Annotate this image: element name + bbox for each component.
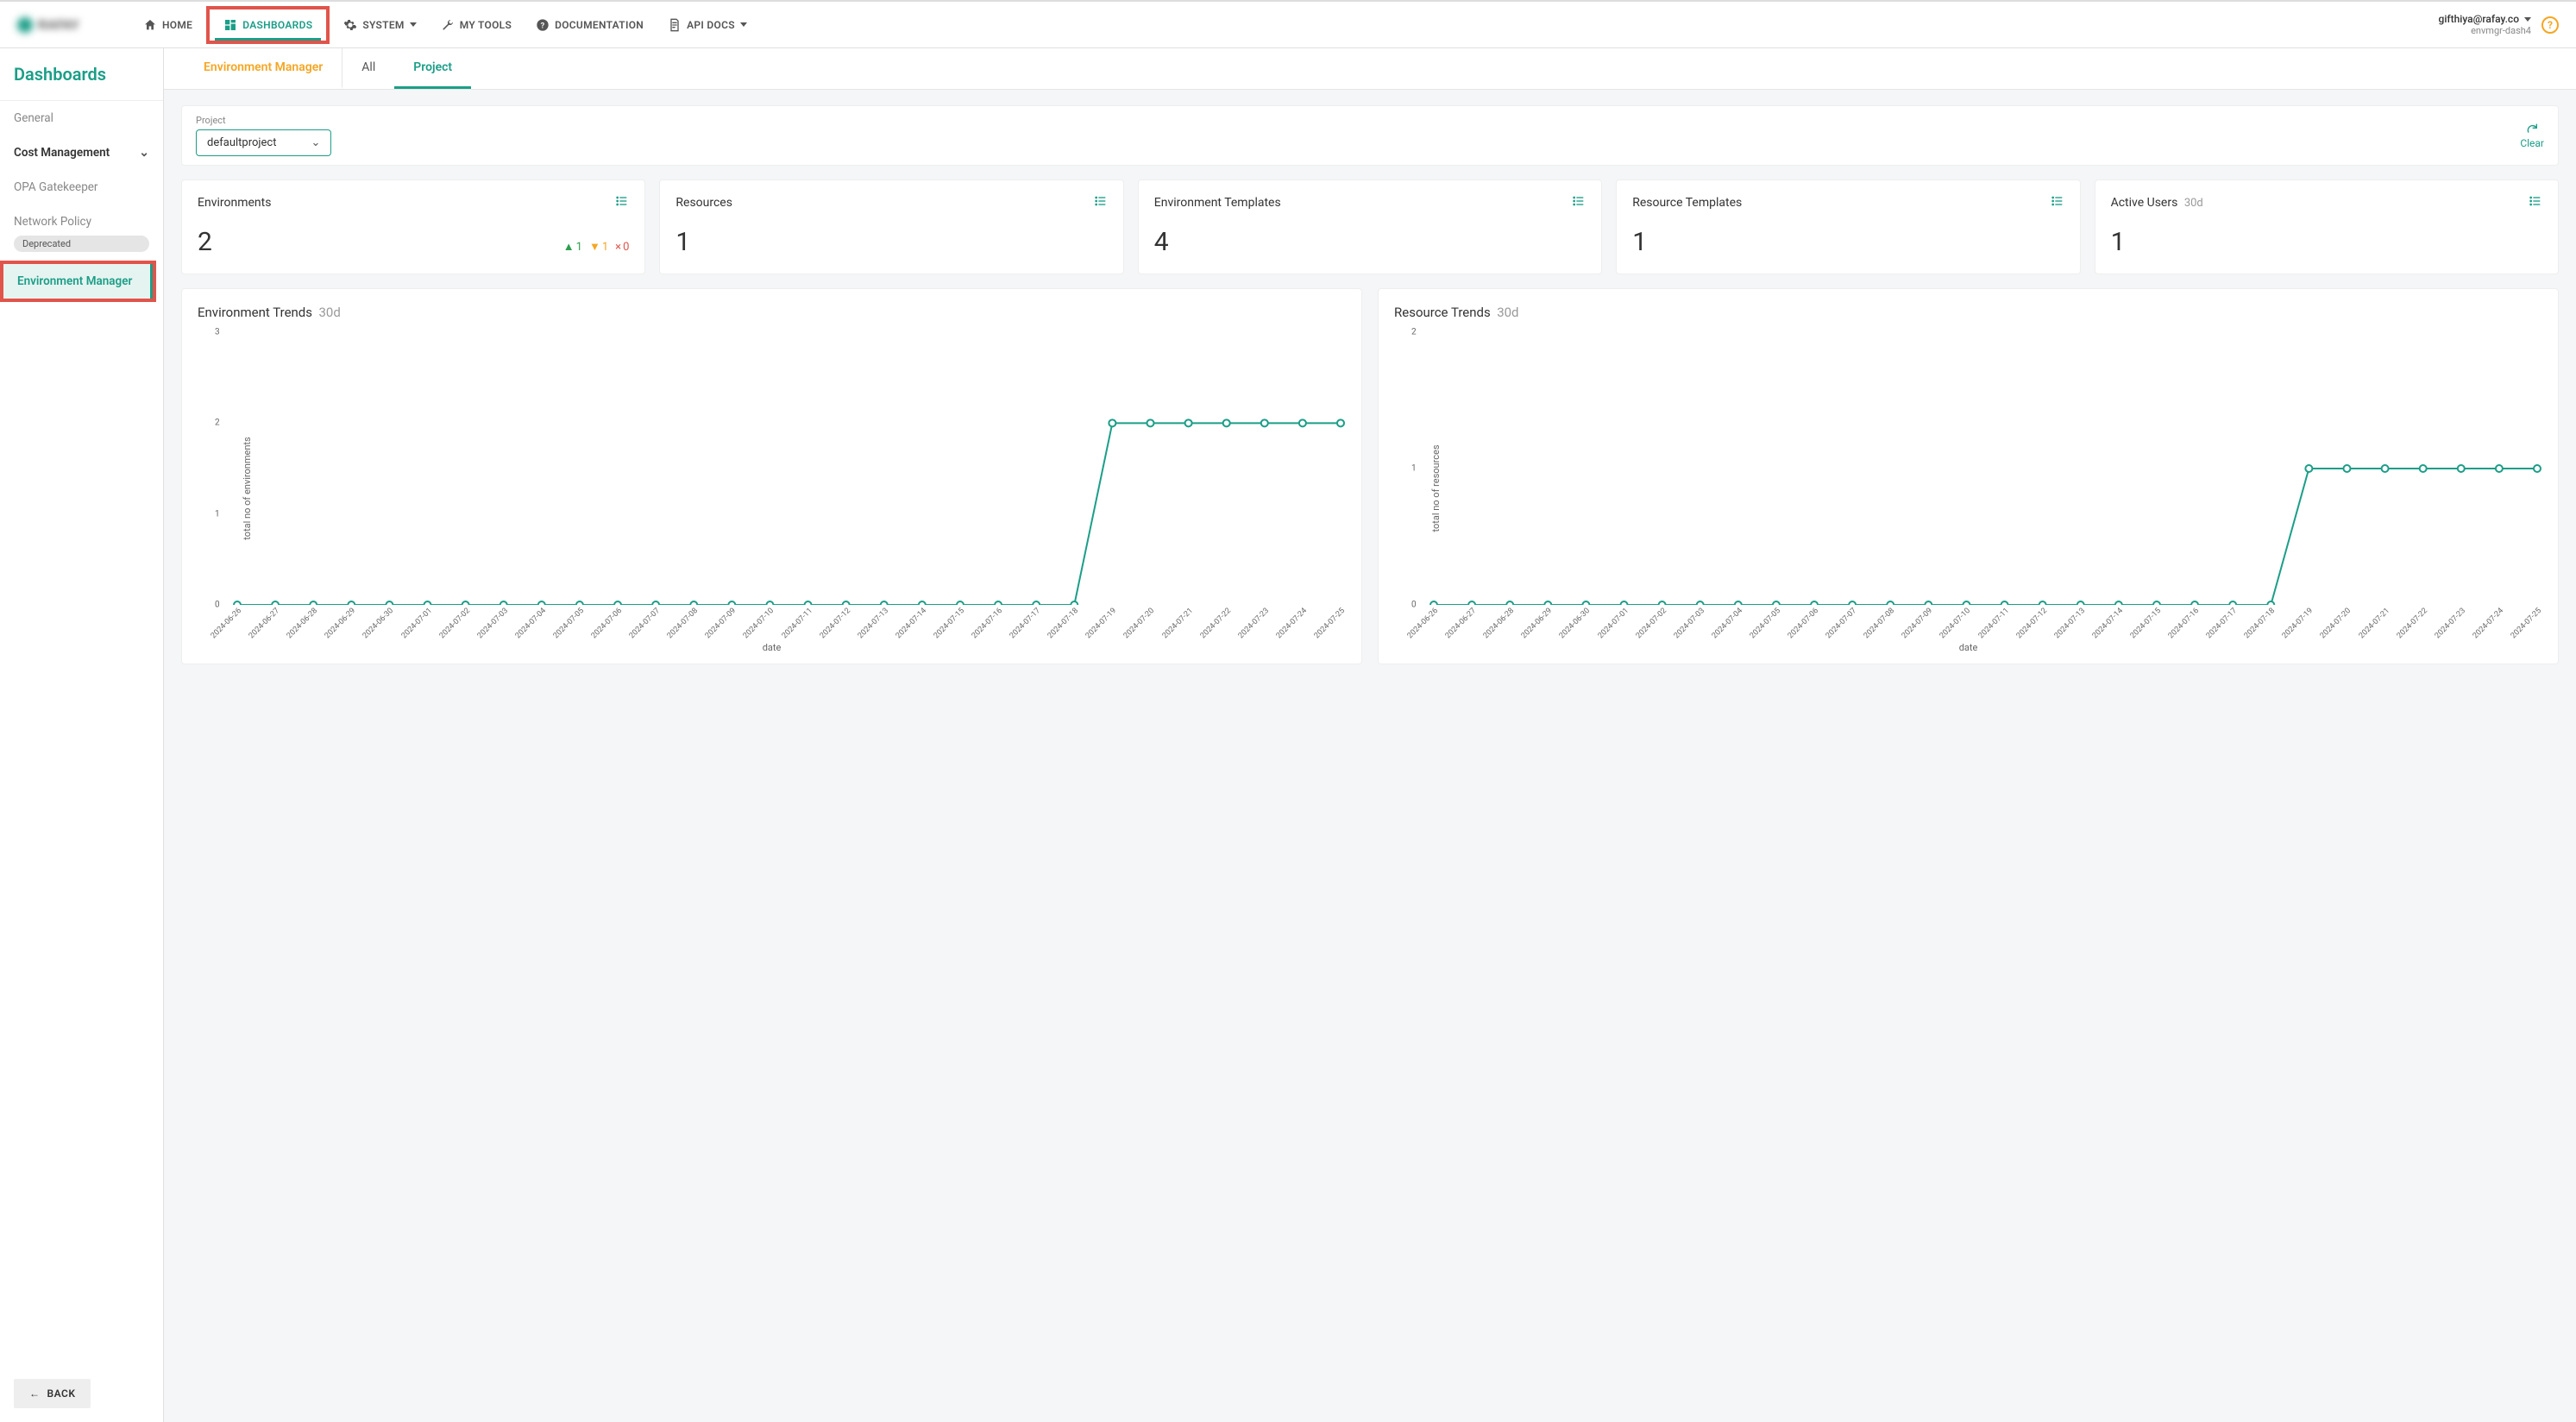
card-value: 4 [1154, 227, 1169, 257]
wrench-icon [441, 18, 455, 32]
nav-documentation-label: DOCUMENTATION [555, 19, 644, 31]
list-icon[interactable] [1572, 194, 1586, 211]
gear-icon [343, 18, 357, 32]
chart-environment-trends: Environment Trends 30d total no of envir… [181, 288, 1362, 664]
chart-resource-trends: Resource Trends 30d total no of resource… [1378, 288, 2559, 664]
x-axis-label: date [1959, 642, 1978, 653]
sidebar-item-opa[interactable]: OPA Gatekeeper [0, 170, 163, 204]
filter-bar: Project defaultproject ⌄ Clear [181, 105, 2559, 166]
clear-button[interactable]: Clear [2520, 122, 2544, 149]
nav-system-label: SYSTEM [362, 19, 404, 31]
list-icon[interactable] [2529, 194, 2542, 211]
sidebar-item-network[interactable]: Network Policy [0, 204, 163, 230]
top-nav-bar: RAFAY HOME DASHBOARDS SYSTEM MY TOOLS ? … [0, 0, 2576, 48]
chevron-down-icon: ⌄ [139, 146, 149, 160]
x-axis-label: date [763, 642, 782, 653]
list-icon[interactable] [2051, 194, 2064, 211]
main-tabs: Environment Manager All Project [164, 48, 2576, 90]
list-icon[interactable] [615, 194, 629, 211]
home-icon [143, 18, 157, 32]
card-value: 1 [675, 227, 690, 257]
sidebar-item-envmgr[interactable]: Environment Manager [3, 264, 153, 299]
nav-apidocs[interactable]: API DOCS [656, 11, 759, 39]
nav-dashboards[interactable]: DASHBOARDS [206, 6, 330, 44]
card-title: Active Users 30d [2111, 196, 2203, 210]
chevron-down-icon [410, 22, 417, 27]
help-button[interactable]: ? [2541, 16, 2559, 34]
card-value: 1 [1632, 227, 1647, 257]
nav-documentation[interactable]: ? DOCUMENTATION [524, 11, 656, 39]
card-environments: Environments 2 ▲ 1 ▼ 1 ×0 [181, 179, 645, 274]
nav-system[interactable]: SYSTEM [331, 11, 428, 39]
list-icon[interactable] [1094, 194, 1108, 211]
delta-up: ▲ 1 [563, 240, 582, 254]
doc-icon [668, 18, 682, 32]
sidebar-title: Dashboards [0, 48, 163, 100]
card-title: Resource Templates [1632, 196, 1742, 210]
user-context: envmgr-dash4 [2439, 25, 2531, 36]
delta-down: ▼ 1 [589, 240, 608, 254]
card-active-users: Active Users 30d 1 [2095, 179, 2559, 274]
dashboard-icon [223, 18, 237, 32]
chevron-down-icon [740, 22, 747, 27]
nav-apidocs-label: API DOCS [687, 19, 735, 31]
card-title: Environments [198, 196, 271, 210]
user-menu[interactable]: gifthiya@rafay.co envmgr-dash4 [2439, 13, 2531, 36]
tab-all[interactable]: All [342, 48, 394, 89]
nav-home[interactable]: HOME [131, 11, 204, 39]
line-chart [1425, 332, 2542, 605]
main-content: Environment Manager All Project Project … [164, 48, 2576, 1422]
svg-text:?: ? [541, 21, 545, 30]
sidebar: Dashboards General Cost Management ⌄ OPA… [0, 48, 164, 1422]
nav-home-label: HOME [162, 19, 192, 31]
card-res-templates: Resource Templates 1 [1616, 179, 2080, 274]
tab-project[interactable]: Project [394, 48, 471, 89]
sidebar-item-cost[interactable]: Cost Management ⌄ [0, 135, 163, 170]
card-title: Environment Templates [1154, 196, 1281, 210]
nav-mytools-label: MY TOOLS [460, 19, 512, 31]
refresh-icon [2525, 122, 2539, 135]
sidebar-item-general[interactable]: General [0, 101, 163, 135]
help-icon: ? [536, 18, 550, 32]
card-resources: Resources 1 [659, 179, 1123, 274]
deprecated-badge: Deprecated [14, 236, 149, 252]
chevron-down-icon [2524, 17, 2531, 22]
logo: RAFAY [17, 15, 131, 35]
nav-mytools[interactable]: MY TOOLS [429, 11, 524, 39]
card-env-templates: Environment Templates 4 [1138, 179, 1602, 274]
nav-dashboards-label: DASHBOARDS [242, 19, 312, 31]
back-button[interactable]: ← BACK [14, 1379, 91, 1408]
tab-envmgr[interactable]: Environment Manager [185, 48, 342, 89]
user-email: gifthiya@rafay.co [2439, 13, 2519, 25]
card-title: Resources [675, 196, 732, 210]
line-chart [229, 332, 1346, 605]
card-value: 2 [198, 227, 212, 257]
arrow-left-icon: ← [29, 1387, 41, 1400]
project-filter-label: Project [196, 115, 331, 126]
project-select-value: defaultproject [207, 136, 276, 149]
delta-x: ×0 [615, 241, 629, 254]
chevron-down-icon: ⌄ [311, 136, 320, 149]
project-select[interactable]: defaultproject ⌄ [196, 129, 331, 156]
card-value: 1 [2111, 227, 2126, 257]
